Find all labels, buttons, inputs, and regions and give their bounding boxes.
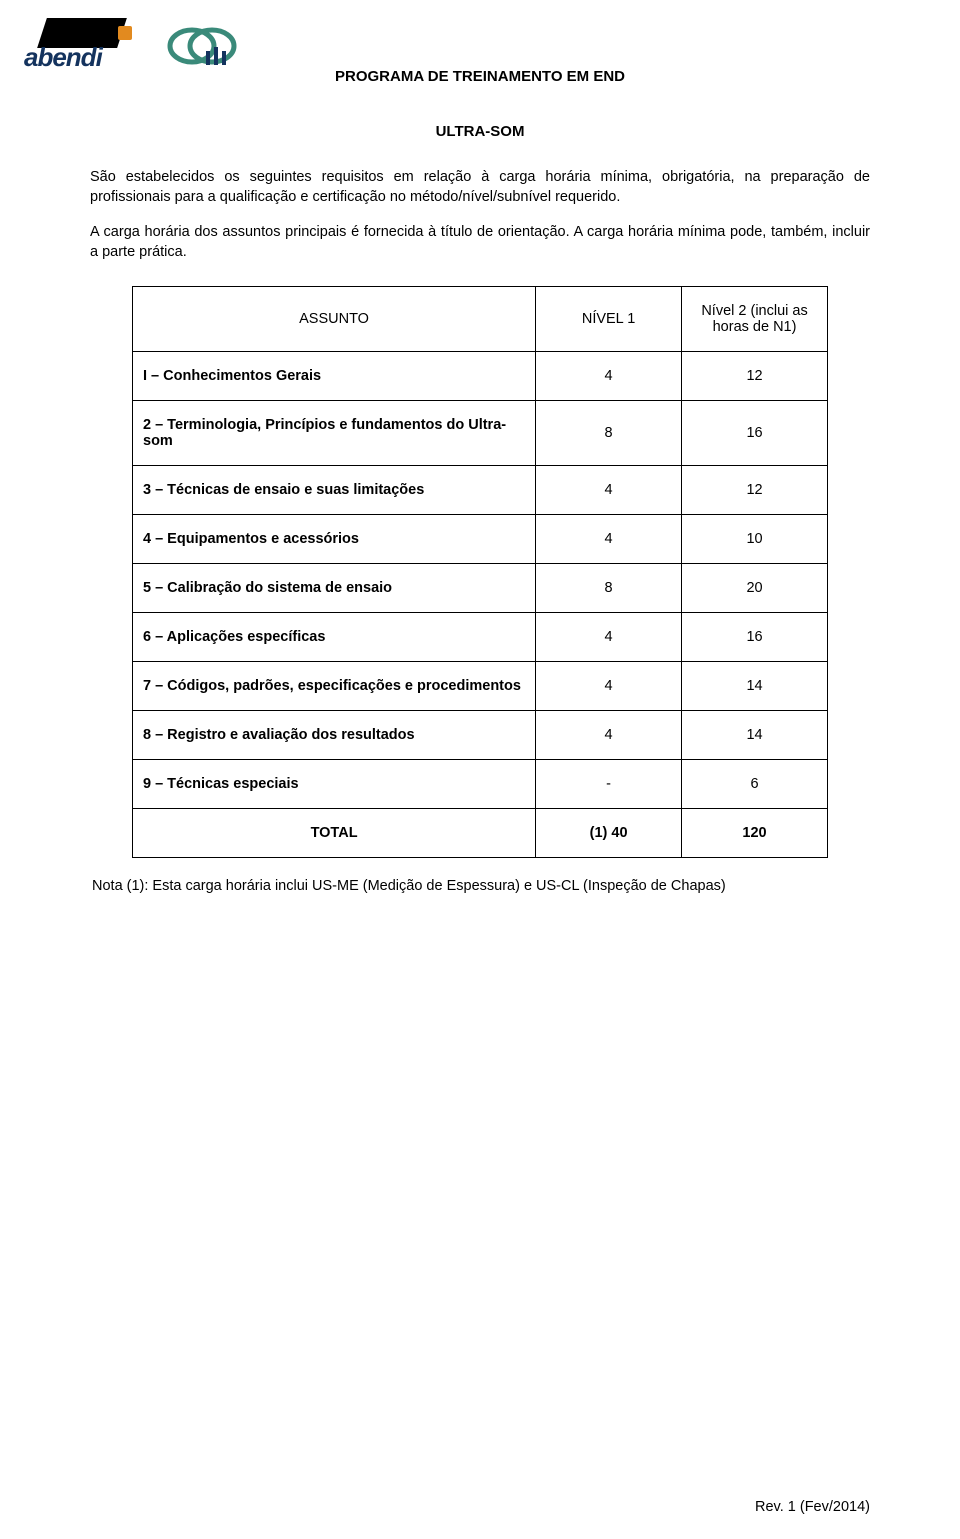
table-row: 7 – Códigos, padrões, especificações e p… — [133, 662, 828, 711]
abendi-logo-text: abendi — [24, 42, 102, 73]
training-table-wrap: ASSUNTO NÍVEL 1 Nível 2 (inclui as horas… — [90, 286, 870, 858]
table-header-row: ASSUNTO NÍVEL 1 Nível 2 (inclui as horas… — [133, 287, 828, 352]
table-row: 6 – Aplicações específicas 4 16 — [133, 613, 828, 662]
cell-n1: 4 — [536, 711, 682, 760]
cell-n2: 14 — [682, 662, 828, 711]
table-total-row: TOTAL (1) 40 120 — [133, 809, 828, 858]
cell-n2: 6 — [682, 760, 828, 809]
cell-n2: 16 — [682, 613, 828, 662]
cell-subject: I – Conhecimentos Gerais — [133, 352, 536, 401]
logo-area: abendi — [24, 18, 242, 73]
col-header-n1: NÍVEL 1 — [536, 287, 682, 352]
cell-n2: 20 — [682, 564, 828, 613]
cell-n2: 12 — [682, 466, 828, 515]
cell-n1: 4 — [536, 662, 682, 711]
table-row: 9 – Técnicas especiais - 6 — [133, 760, 828, 809]
cell-subject: 6 – Aplicações específicas — [133, 613, 536, 662]
cell-n2: 14 — [682, 711, 828, 760]
page-subtitle: ULTRA-SOM — [90, 123, 870, 140]
revision-label: Rev. 1 (Fev/2014) — [755, 1499, 870, 1515]
cell-n1: 8 — [536, 401, 682, 466]
secondary-logo — [162, 21, 242, 71]
cell-subject: 2 – Terminologia, Princípios e fundament… — [133, 401, 536, 466]
cell-subject: 3 – Técnicas de ensaio e suas limitações — [133, 466, 536, 515]
abendi-logo: abendi — [24, 18, 154, 73]
table-row: I – Conhecimentos Gerais 4 12 — [133, 352, 828, 401]
table-row: 8 – Registro e avaliação dos resultados … — [133, 711, 828, 760]
table-row: 5 – Calibração do sistema de ensaio 8 20 — [133, 564, 828, 613]
intro-paragraph-2: A carga horária dos assuntos principais … — [90, 223, 870, 262]
table-row: 4 – Equipamentos e acessórios 4 10 — [133, 515, 828, 564]
cell-subject: 8 – Registro e avaliação dos resultados — [133, 711, 536, 760]
table-row: 3 – Técnicas de ensaio e suas limitações… — [133, 466, 828, 515]
cell-n1: 4 — [536, 352, 682, 401]
intro-paragraph-1: São estabelecidos os seguintes requisito… — [90, 168, 870, 207]
cell-n1: - — [536, 760, 682, 809]
cell-n2: 12 — [682, 352, 828, 401]
footnote: Nota (1): Esta carga horária inclui US-M… — [90, 878, 870, 894]
training-table: ASSUNTO NÍVEL 1 Nível 2 (inclui as horas… — [132, 286, 828, 858]
cell-n1: 4 — [536, 613, 682, 662]
col-header-n2: Nível 2 (inclui as horas de N1) — [682, 287, 828, 352]
cell-subject: 5 – Calibração do sistema de ensaio — [133, 564, 536, 613]
cell-total-n2: 120 — [682, 809, 828, 858]
cell-total-label: TOTAL — [133, 809, 536, 858]
col-header-subject: ASSUNTO — [133, 287, 536, 352]
cell-subject: 7 – Códigos, padrões, especificações e p… — [133, 662, 536, 711]
cell-n2: 10 — [682, 515, 828, 564]
cell-n1: 4 — [536, 466, 682, 515]
cell-subject: 4 – Equipamentos e acessórios — [133, 515, 536, 564]
cell-n2: 16 — [682, 401, 828, 466]
cell-total-n1: (1) 40 — [536, 809, 682, 858]
cell-n1: 4 — [536, 515, 682, 564]
cell-n1: 8 — [536, 564, 682, 613]
cell-subject: 9 – Técnicas especiais — [133, 760, 536, 809]
table-row: 2 – Terminologia, Princípios e fundament… — [133, 401, 828, 466]
